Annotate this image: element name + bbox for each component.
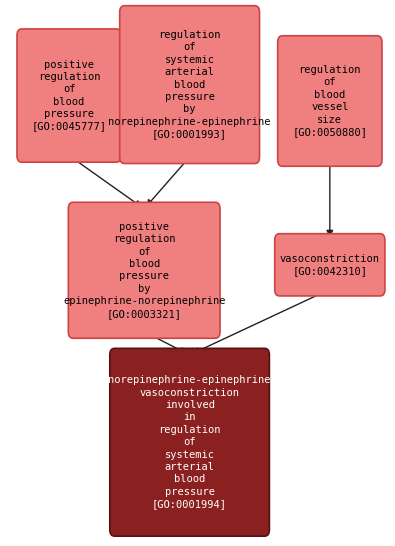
FancyBboxPatch shape <box>17 29 121 162</box>
FancyBboxPatch shape <box>110 348 269 536</box>
Text: positive
regulation
of
blood
pressure
[GO:0045777]: positive regulation of blood pressure [G… <box>32 60 107 132</box>
Text: positive
regulation
of
blood
pressure
by
epinephrine-norepinephrine
[GO:0003321]: positive regulation of blood pressure by… <box>63 222 226 319</box>
FancyBboxPatch shape <box>120 6 260 164</box>
Text: vasoconstriction
[GO:0042310]: vasoconstriction [GO:0042310] <box>280 253 380 276</box>
FancyBboxPatch shape <box>278 36 382 167</box>
Text: norepinephrine-epinephrine
vasoconstriction
involved
in
regulation
of
systemic
a: norepinephrine-epinephrine vasoconstrict… <box>108 375 271 509</box>
FancyBboxPatch shape <box>68 203 220 338</box>
FancyBboxPatch shape <box>275 234 385 296</box>
Text: regulation
of
blood
vessel
size
[GO:0050880]: regulation of blood vessel size [GO:0050… <box>292 65 367 137</box>
Text: regulation
of
systemic
arterial
blood
pressure
by
norepinephrine-epinephrine
[GO: regulation of systemic arterial blood pr… <box>108 30 271 139</box>
